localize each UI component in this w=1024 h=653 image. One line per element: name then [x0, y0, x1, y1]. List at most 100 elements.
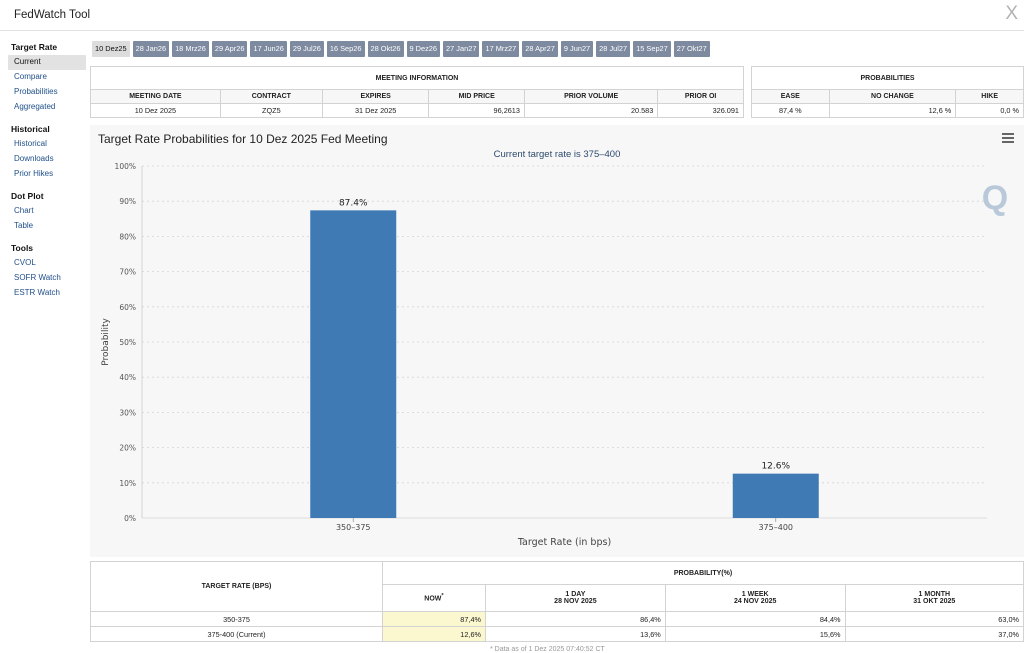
sidebar-heading: Historical — [11, 124, 50, 134]
day-cell: 86,4% — [485, 611, 666, 627]
sidebar-item-cvol[interactable]: CVOL — [14, 258, 36, 267]
target-rate-cell: 375-400 (Current) — [90, 626, 383, 642]
tab-meeting[interactable]: 27 Okt27 — [673, 41, 710, 57]
prior-oi: 326.091 — [657, 103, 744, 118]
table-header: MEETING INFORMATION — [90, 66, 744, 90]
week-cell: 15,6% — [664, 626, 846, 642]
tab-meeting[interactable]: 17 Jun26 — [250, 41, 287, 57]
sidebar-item-aggregated[interactable]: Aggregated — [14, 102, 56, 111]
y-tick-label: 60% — [119, 303, 136, 312]
contract: ZQZ5 — [219, 103, 323, 118]
column-header: PRIOR VOLUME — [523, 89, 659, 104]
tab-meeting[interactable]: 28 Jan26 — [132, 41, 170, 57]
column-header: EXPIRES — [321, 89, 430, 104]
sidebar-heading: Target Rate — [11, 42, 58, 52]
tab-meeting[interactable]: 16 Sep26 — [326, 41, 365, 57]
tab-meeting[interactable]: 9 Dez26 — [406, 41, 441, 57]
chart-menu-icon[interactable] — [1002, 133, 1014, 145]
expires: 31 Dez 2025 — [321, 103, 430, 118]
title-bar: FedWatch Tool X — [0, 0, 1024, 31]
tab-meeting[interactable]: 9 Jun27 — [560, 41, 594, 57]
table-row: 87,4 % 12,6 % 0,0 % — [751, 103, 1024, 118]
tab-meeting[interactable]: 18 Mrz26 — [172, 41, 209, 57]
sidebar-item-downloads[interactable]: Downloads — [14, 154, 54, 163]
column-header-1-month: 1 MONTH 31 OKT 2025 — [844, 584, 1024, 612]
column-header: HIKE — [955, 89, 1024, 104]
sidebar-item-compare[interactable]: Compare — [14, 72, 47, 81]
sidebar-item-table[interactable]: Table — [14, 221, 34, 230]
tab-meeting[interactable]: 10 Dez25 — [92, 41, 130, 57]
y-axis-label: Probability — [101, 318, 111, 366]
sidebar-item-current[interactable]: Current — [8, 55, 86, 70]
y-tick-label: 50% — [119, 338, 136, 347]
month-cell: 37,0% — [844, 626, 1024, 642]
table-header: PROBABILITIES — [751, 66, 1024, 90]
tab-meeting[interactable]: 29 Jul26 — [289, 41, 324, 57]
column-header: PRIOR OI — [657, 89, 744, 104]
y-tick-label: 80% — [119, 232, 136, 241]
column-header: CONTRACT — [219, 89, 323, 104]
y-tick-label: 100% — [115, 162, 136, 171]
sidebar-item-estr-watch[interactable]: ESTR Watch — [14, 288, 60, 297]
column-header: MID PRICE — [428, 89, 525, 104]
window-title: FedWatch Tool — [14, 9, 91, 21]
tab-meeting[interactable]: 28 Jul27 — [596, 41, 631, 57]
sidebar-group-tools: Tools CVOL SOFR Watch ESTR Watch — [8, 243, 86, 301]
prior-volume: 20.583 — [523, 103, 659, 118]
sidebar-group-target-rate: Target Rate Current Compare Probabilitie… — [8, 42, 86, 115]
y-tick-label: 70% — [119, 268, 136, 277]
table-row: 375-400 (Current) 12,6% 13,6% 15,6% 37,0… — [90, 626, 1024, 642]
sidebar-heading: Dot Plot — [11, 191, 44, 201]
meeting-date: 10 Dez 2025 — [90, 103, 221, 118]
y-tick-label: 0% — [124, 514, 136, 523]
column-header: EASE — [751, 89, 830, 104]
column-group-header: PROBABILITY(%) — [382, 561, 1024, 585]
table-row: 10 Dez 2025 ZQZ5 31 Dez 2025 96,2613 20.… — [90, 103, 744, 118]
sidebar-item-sofr-watch[interactable]: SOFR Watch — [14, 273, 61, 282]
tab-meeting[interactable]: 28 Apr27 — [522, 41, 558, 57]
tab-meeting[interactable]: 27 Jan27 — [443, 41, 480, 57]
column-header-1-week: 1 WEEK 24 NOV 2025 — [664, 584, 846, 612]
tab-meeting[interactable]: 15 Sep27 — [633, 41, 671, 57]
column-header: NO CHANGE — [828, 89, 957, 104]
y-tick-label: 20% — [119, 444, 136, 453]
bar — [310, 210, 397, 518]
column-header-now: NOW* — [382, 584, 486, 612]
meeting-tabs: 10 Dez25 28 Jan26 18 Mrz26 29 Apr26 17 J… — [92, 41, 710, 57]
sidebar-item-probabilities[interactable]: Probabilities — [14, 87, 58, 96]
probability-history-table: TARGET RATE (BPS) PROBABILITY(%) NOW* 1 … — [90, 561, 1024, 642]
meeting-information-table: MEETING INFORMATION MEETING DATE CONTRAC… — [90, 66, 744, 118]
x-tick-label: 375–400 — [758, 523, 793, 532]
column-header: TARGET RATE (BPS) — [90, 561, 383, 612]
y-tick-label: 90% — [119, 197, 136, 206]
column-header-1-day: 1 DAY 28 NOV 2025 — [485, 584, 666, 612]
column-header: MEETING DATE — [90, 89, 221, 104]
data-label: 87.4% — [339, 198, 368, 208]
probabilities-table: PROBABILITIES EASE NO CHANGE HIKE 87,4 %… — [751, 66, 1024, 118]
sidebar-item-chart[interactable]: Chart — [14, 206, 34, 215]
day-cell: 13,6% — [485, 626, 666, 642]
table-row: 350-375 87,4% 86,4% 84,4% 63,0% — [90, 611, 1024, 627]
sidebar: Target Rate Current Compare Probabilitie… — [8, 42, 86, 310]
close-icon[interactable]: X — [1005, 3, 1018, 24]
chart-panel: Target Rate Probabilities for 10 Dez 202… — [90, 125, 1024, 557]
no-change-value: 12,6 % — [828, 103, 957, 118]
y-tick-label: 30% — [119, 408, 136, 417]
chart-title: Target Rate Probabilities for 10 Dez 202… — [98, 132, 388, 146]
sidebar-group-historical: Historical Historical Downloads Prior Hi… — [8, 124, 86, 182]
chart-subtitle: Current target rate is 375–400 — [493, 149, 621, 160]
x-axis-label: Target Rate (in bps) — [517, 537, 611, 548]
sidebar-item-historical[interactable]: Historical — [14, 139, 47, 148]
target-rate-cell: 350-375 — [90, 611, 383, 627]
sidebar-item-prior-hikes[interactable]: Prior Hikes — [14, 169, 54, 178]
tab-meeting[interactable]: 17 Mrz27 — [482, 41, 520, 57]
bar-chart: Q 0% 10% 20% 30% 40% 50% 60% 70% 80% 90% 100% 87.4% 3… — [101, 162, 1008, 548]
x-tick-label: 350–375 — [336, 523, 371, 532]
tab-meeting[interactable]: 29 Apr26 — [211, 41, 248, 57]
q-watermark-logo: Q — [982, 179, 1008, 217]
hike-value: 0,0 % — [955, 103, 1024, 118]
now-cell: 87,4% — [382, 611, 486, 627]
tab-meeting[interactable]: 28 Okt26 — [367, 41, 404, 57]
footnote: * Data as of 1 Dez 2025 07:40:52 CT — [490, 646, 605, 653]
